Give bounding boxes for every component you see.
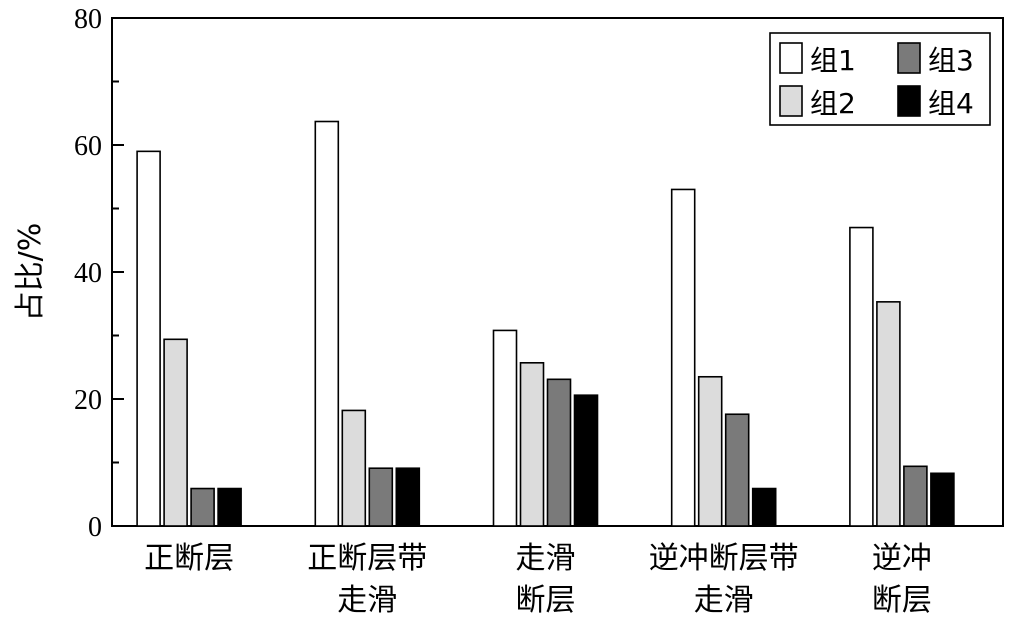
bar-1-cat-3 xyxy=(492,329,518,527)
y-tick-label: 80 xyxy=(74,4,102,35)
y-tick-label: 40 xyxy=(74,258,102,289)
bar-1-cat-1 xyxy=(136,150,161,527)
bar-2-cat-3 xyxy=(519,362,545,527)
x-category-label: 逆冲 xyxy=(872,541,932,576)
bar-1-cat-4 xyxy=(670,188,696,527)
legend-entry-4: 组4 xyxy=(928,87,974,120)
bar-1-cat-5 xyxy=(849,226,874,527)
bar-4-cat-4 xyxy=(751,487,777,527)
x-category-label: 逆冲断层带 xyxy=(649,541,799,576)
legend: 组1 组2 组3 组4 xyxy=(769,32,991,126)
bar-4-cat-2 xyxy=(395,467,421,527)
legend-swatch-4 xyxy=(897,85,921,117)
x-category-label: 正断层 xyxy=(144,541,234,576)
bar-1-cat-2 xyxy=(314,120,340,527)
legend-swatch-3 xyxy=(897,42,921,74)
y-axis-ticks: 0 20 40 60 80 xyxy=(74,4,124,543)
y-tick-label: 20 xyxy=(74,385,102,416)
x-category-label: 走滑 xyxy=(694,583,754,618)
x-category-label: 正断层带 xyxy=(307,541,427,576)
legend-entry-1: 组1 xyxy=(810,44,856,77)
x-category-label: 走滑 xyxy=(337,583,397,618)
x-category-label: 走滑 xyxy=(516,541,576,576)
bars xyxy=(136,120,955,527)
bar-4-cat-1 xyxy=(217,487,242,527)
y-tick-label: 60 xyxy=(74,131,102,162)
bar-2-cat-2 xyxy=(341,409,367,527)
legend-entry-2: 组2 xyxy=(810,87,856,120)
legend-swatch-1 xyxy=(779,42,803,74)
bar-3-cat-2 xyxy=(368,467,394,527)
bar-3-cat-4 xyxy=(724,413,750,527)
bar-2-cat-5 xyxy=(876,301,901,527)
legend-swatch-2 xyxy=(779,85,803,117)
x-category-label: 断层 xyxy=(872,583,932,618)
legend-box xyxy=(769,32,991,126)
y-axis-label: 占比/% xyxy=(13,223,48,322)
legend-entry-3: 组3 xyxy=(928,44,974,77)
bar-4-cat-3 xyxy=(573,394,599,527)
x-category-label: 断层 xyxy=(516,583,576,618)
bar-2-cat-4 xyxy=(697,375,723,527)
bar-3-cat-1 xyxy=(190,487,215,527)
y-tick-label: 0 xyxy=(88,512,102,543)
bar-3-cat-3 xyxy=(546,378,572,527)
bar-4-cat-5 xyxy=(930,472,955,527)
bar-3-cat-5 xyxy=(903,465,928,527)
bar-2-cat-1 xyxy=(163,338,188,527)
